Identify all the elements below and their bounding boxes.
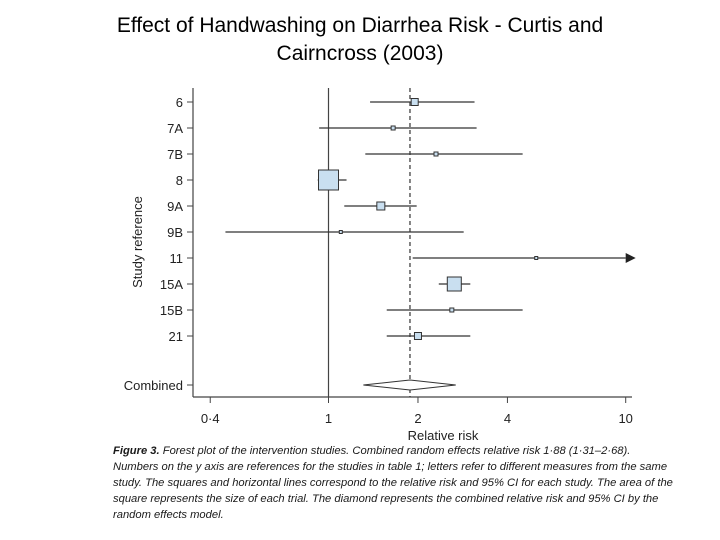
study-estimate-box: [534, 256, 539, 260]
study-estimate-box: [376, 201, 386, 211]
x-tick-label: 1: [325, 411, 332, 426]
caption-body: Forest plot of the intervention studies.…: [113, 445, 673, 521]
study-label: 9A: [167, 199, 183, 214]
study-label: 7A: [167, 121, 183, 136]
x-tick-label: 0·4: [201, 411, 220, 426]
study-estimate-box: [390, 125, 396, 131]
chart-title-line-2: Cairncross (2003): [276, 42, 444, 65]
chart-title-line-1: Effect of Handwashing on Diarrhea Risk -…: [116, 14, 604, 37]
ci-arrow: [625, 253, 636, 263]
x-tick-label: 2: [414, 411, 421, 426]
caption-lead: Figure 3.: [113, 445, 160, 457]
study-estimate-box: [410, 98, 419, 106]
study-estimate-box: [338, 230, 343, 234]
forest-plot: 0·4 1 2 4 10 Relative risk Study reference 6 7A 7…: [124, 88, 636, 440]
study-estimate-box: [318, 169, 340, 191]
study-label: 11: [170, 251, 184, 266]
study-estimate-box: [433, 151, 439, 157]
study-label: 15B: [160, 303, 183, 318]
study-label: 9B: [167, 225, 183, 240]
study-label: 21: [169, 329, 183, 344]
study-estimate-box: [413, 332, 422, 340]
study-label: 15A: [160, 277, 183, 292]
study-label: 6: [176, 95, 183, 110]
study-estimate-box: [446, 276, 462, 292]
x-tick-label: 10: [618, 411, 632, 426]
study-label: 8: [176, 173, 183, 188]
x-tick-label: 4: [504, 411, 511, 426]
combined-diamond: [363, 379, 456, 391]
study-label: 7B: [167, 147, 183, 162]
figure-caption: Figure 3. Forest plot of the interventio…: [113, 443, 673, 523]
study-estimate-box: [449, 307, 455, 313]
x-axis-title: Relative risk: [408, 428, 479, 440]
chart-title: Effect of Handwashing on Diarrhea Risk -…: [60, 12, 660, 68]
combined-label: Combined: [124, 378, 183, 393]
y-axis-title: Study reference: [130, 196, 145, 288]
